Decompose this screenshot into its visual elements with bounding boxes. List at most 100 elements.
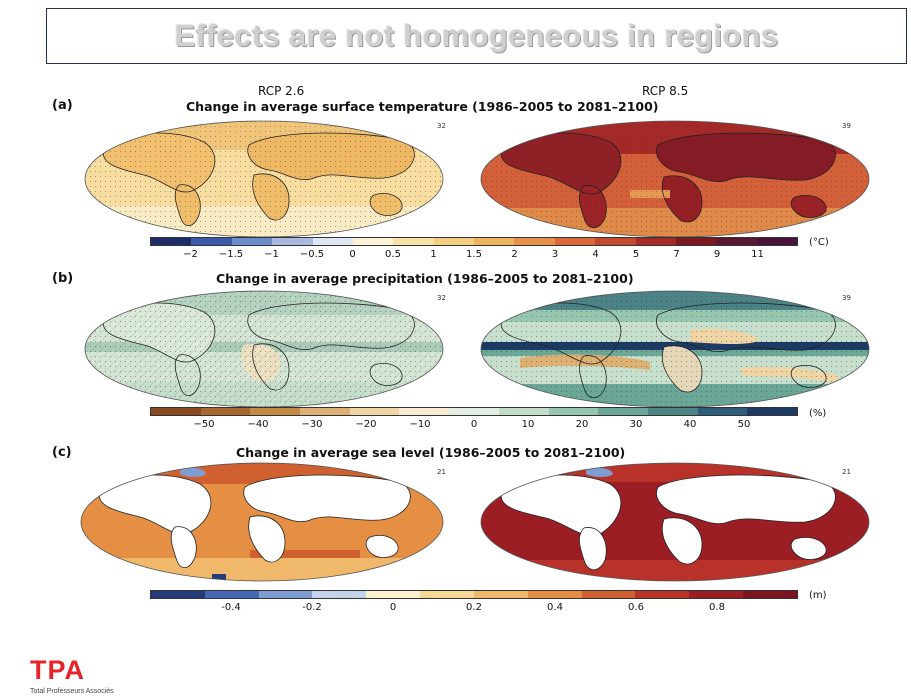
colorbar-segment bbox=[675, 238, 717, 245]
panel-a-map-right bbox=[480, 120, 870, 238]
colorbar-segment bbox=[151, 591, 205, 598]
colorbar-tick-label: 10 bbox=[521, 419, 535, 430]
colorbar-tick-label: 3 bbox=[551, 249, 559, 260]
colorbar-tick-label: 0.2 bbox=[466, 602, 482, 613]
panel-b-unit: (%) bbox=[809, 408, 827, 419]
scenario-left-label: RCP 2.6 bbox=[258, 84, 305, 98]
panel-a-count-right: 39 bbox=[842, 122, 851, 130]
colorbar-tick-label: −10 bbox=[409, 419, 431, 430]
panel-a-count-left: 32 bbox=[437, 122, 446, 130]
colorbar-segment bbox=[151, 238, 192, 245]
colorbar-tick-label: 20 bbox=[575, 419, 589, 430]
colorbar-tick-label: 11 bbox=[751, 249, 764, 260]
panel-b-count-right: 39 bbox=[842, 294, 851, 302]
colorbar-tick-label: 0.4 bbox=[547, 602, 563, 613]
colorbar-tick-label: 1.5 bbox=[466, 249, 482, 260]
colorbar-tick-label: 0.5 bbox=[385, 249, 401, 260]
panel-b-map-right bbox=[480, 290, 870, 408]
colorbar-tick-label: 0.6 bbox=[628, 602, 644, 613]
colorbar-segment bbox=[756, 238, 797, 245]
colorbar-segment bbox=[420, 591, 474, 598]
panel-b-colorbar bbox=[150, 407, 798, 416]
colorbar-tick-label: 4 bbox=[592, 249, 599, 260]
panel-b-map-left bbox=[84, 290, 444, 408]
colorbar-tick-label: 7 bbox=[673, 249, 680, 260]
colorbar-segment bbox=[200, 408, 251, 415]
colorbar-segment bbox=[635, 238, 676, 245]
colorbar-segment bbox=[743, 591, 797, 598]
colorbar-segment bbox=[393, 238, 434, 245]
colorbar-tick-label: −2 bbox=[183, 249, 198, 260]
colorbar-segment bbox=[352, 238, 394, 245]
colorbar-segment bbox=[231, 238, 273, 245]
slide-title: Effects are not homogeneous in regions bbox=[174, 18, 779, 53]
panel-a-label: (a) bbox=[52, 98, 73, 113]
colorbar-segment bbox=[399, 408, 450, 415]
colorbar-tick-label: -0.4 bbox=[221, 602, 241, 613]
colorbar-segment bbox=[747, 408, 797, 415]
panel-a-colorbar bbox=[150, 237, 798, 246]
colorbar-tick-label: −1.5 bbox=[218, 249, 244, 260]
colorbar-segment bbox=[598, 408, 648, 415]
colorbar-segment bbox=[272, 238, 313, 245]
colorbar-tick-label: 50 bbox=[737, 419, 751, 430]
panel-c-count-right: 21 bbox=[842, 468, 851, 476]
colorbar-segment bbox=[258, 591, 313, 598]
panel-c-colorbar bbox=[150, 590, 798, 599]
panel-c-unit: (m) bbox=[809, 590, 827, 601]
colorbar-tick-label: −20 bbox=[355, 419, 377, 430]
panel-c-map-right bbox=[480, 462, 870, 582]
colorbar-segment bbox=[581, 591, 636, 598]
colorbar-tick-label: −0.5 bbox=[299, 249, 325, 260]
panel-c-label: (c) bbox=[52, 445, 72, 460]
colorbar-segment bbox=[548, 408, 599, 415]
panel-b-title: Change in average precipitation (1986–20… bbox=[216, 271, 634, 286]
colorbar-segment bbox=[312, 238, 353, 245]
colorbar-tick-label: 0 bbox=[470, 419, 478, 430]
colorbar-segment bbox=[433, 238, 474, 245]
colorbar-tick-label: -0.2 bbox=[302, 602, 322, 613]
colorbar-segment bbox=[449, 408, 499, 415]
panel-b-label: (b) bbox=[52, 271, 74, 286]
colorbar-segment bbox=[312, 591, 367, 598]
colorbar-tick-label: 0 bbox=[389, 602, 397, 613]
colorbar-segment bbox=[689, 591, 744, 598]
colorbar-segment bbox=[349, 408, 400, 415]
panel-c-title: Change in average sea level (1986–2005 t… bbox=[236, 445, 626, 460]
panel-c-count-left: 21 bbox=[437, 468, 446, 476]
panel-a-map-left bbox=[84, 120, 444, 238]
tpa-logo-tagline: Total Professeurs Associés bbox=[30, 688, 114, 695]
tpa-logo: TPA bbox=[30, 655, 85, 685]
colorbar-tick-label: 2 bbox=[511, 249, 518, 260]
colorbar-segment bbox=[554, 238, 596, 245]
colorbar-tick-label: 0.8 bbox=[709, 602, 725, 613]
colorbar-segment bbox=[647, 408, 698, 415]
colorbar-tick-label: −40 bbox=[247, 419, 269, 430]
colorbar-segment bbox=[527, 591, 582, 598]
colorbar-segment bbox=[250, 408, 301, 415]
colorbar-segment bbox=[474, 238, 515, 245]
colorbar-segment bbox=[151, 408, 201, 415]
panel-b-count-left: 32 bbox=[437, 294, 446, 302]
colorbar-segment bbox=[716, 238, 757, 245]
colorbar-tick-label: 1 bbox=[430, 249, 437, 260]
scenario-right-label: RCP 8.5 bbox=[642, 84, 689, 98]
colorbar-tick-label: −30 bbox=[301, 419, 323, 430]
colorbar-tick-label: 5 bbox=[632, 249, 640, 260]
panel-a-unit: (°C) bbox=[809, 237, 829, 248]
colorbar-segment bbox=[514, 238, 555, 245]
colorbar-segment bbox=[191, 238, 232, 245]
colorbar-segment bbox=[697, 408, 748, 415]
colorbar-segment bbox=[473, 591, 528, 598]
colorbar-segment bbox=[498, 408, 549, 415]
colorbar-tick-label: 9 bbox=[713, 249, 721, 260]
colorbar-segment bbox=[300, 408, 350, 415]
colorbar-tick-label: 40 bbox=[683, 419, 697, 430]
colorbar-tick-label: −50 bbox=[193, 419, 215, 430]
colorbar-segment bbox=[635, 591, 690, 598]
colorbar-segment bbox=[366, 591, 421, 598]
colorbar-segment bbox=[595, 238, 636, 245]
slide-title-box: Effects are not homogeneous in regions bbox=[46, 8, 907, 64]
panel-c-map-left bbox=[80, 462, 444, 582]
colorbar-tick-label: 0 bbox=[349, 249, 356, 260]
